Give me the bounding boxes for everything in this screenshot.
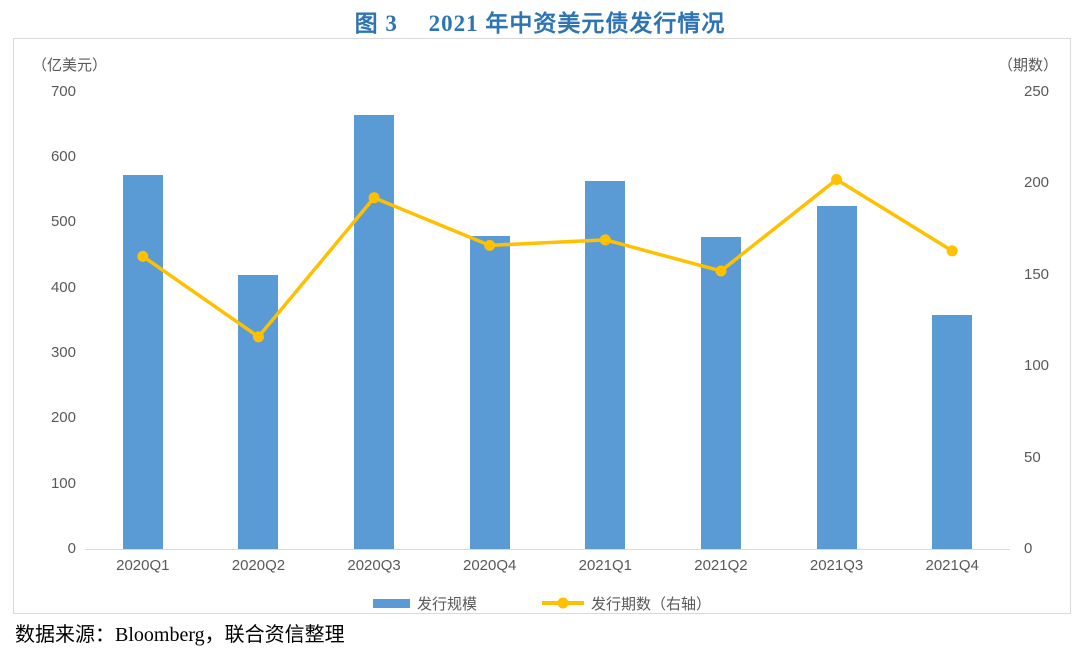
bar-2020Q3 — [354, 114, 395, 549]
bar-2020Q4 — [469, 236, 510, 549]
right-axis-tick-50: 50 — [1024, 448, 1041, 466]
legend-label-bar-series: 发行规模 — [416, 595, 477, 613]
line-data-point-2021Q4 — [946, 245, 958, 257]
left-axis-unit-label: （亿美元） — [32, 57, 108, 74]
line-series-dot-icon — [557, 597, 569, 609]
right-axis-unit-label: （期数） — [997, 57, 1058, 74]
bar-2020Q2 — [238, 274, 279, 549]
bar-2021Q3 — [816, 206, 857, 549]
bar-2021Q2 — [700, 237, 741, 549]
x-axis-label-2021Q1: 2021Q1 — [578, 557, 633, 574]
left-axis-tick-600: 600 — [50, 148, 76, 166]
x-axis-label-2021Q2: 2021Q2 — [694, 557, 748, 574]
right-axis-tick-150: 150 — [1024, 265, 1050, 283]
x-axis-label-2020Q1: 2020Q1 — [116, 557, 170, 574]
bar-2020Q1 — [122, 174, 163, 549]
bar-series-swatch-icon — [372, 598, 410, 608]
x-axis-label-2021Q3: 2021Q3 — [809, 557, 864, 574]
legend-item-line-series: 发行期数（右轴） — [542, 593, 711, 614]
left-axis-tick-300: 300 — [50, 344, 76, 361]
right-axis-tick-250: 250 — [1024, 82, 1050, 100]
chart-title: 图 3 2021 年中资美元债发行情况 — [354, 11, 726, 36]
right-axis-tick-100: 100 — [1024, 357, 1050, 375]
plot-area: 700 600 500 400 300 200 100 0 250 200 150 100 50 0 202… — [14, 39, 1070, 613]
left-axis-tick-700: 700 — [50, 82, 76, 100]
left-axis-tick-0: 0 — [67, 540, 76, 557]
x-axis-label-2021Q4: 2021Q4 — [925, 557, 979, 574]
line-series-svg — [137, 174, 958, 343]
bar-2021Q1 — [585, 180, 626, 549]
left-axis-tick-200: 200 — [50, 409, 76, 427]
chart-area: （亿美元） （期数） 700 600 500 400 300 200 100 0 250 200 1… — [13, 38, 1071, 614]
bar-2021Q4 — [932, 315, 973, 549]
line-series-marker-icon — [542, 597, 584, 609]
source-note: 数据来源：Bloomberg，联合资信整理 — [15, 624, 345, 646]
line-data-point-2021Q3 — [831, 174, 843, 186]
legend-item-bar-series: 发行规模 — [372, 593, 477, 614]
right-axis-tick-200: 200 — [1024, 174, 1050, 192]
x-axis-line — [85, 549, 1010, 550]
x-axis-label-2020Q2: 2020Q2 — [231, 557, 286, 574]
x-axis-label-2020Q4: 2020Q4 — [462, 557, 517, 574]
x-axis-label-2020Q3: 2020Q3 — [347, 557, 401, 574]
legend: 发行规模 发行期数（右轴） — [14, 591, 1070, 615]
left-axis-tick-500: 500 — [50, 213, 76, 231]
right-axis-tick-0: 0 — [1024, 540, 1033, 557]
left-axis-tick-100: 100 — [50, 474, 76, 492]
legend-label-line-series: 发行期数（右轴） — [591, 595, 712, 613]
left-axis-tick-400: 400 — [50, 278, 76, 296]
